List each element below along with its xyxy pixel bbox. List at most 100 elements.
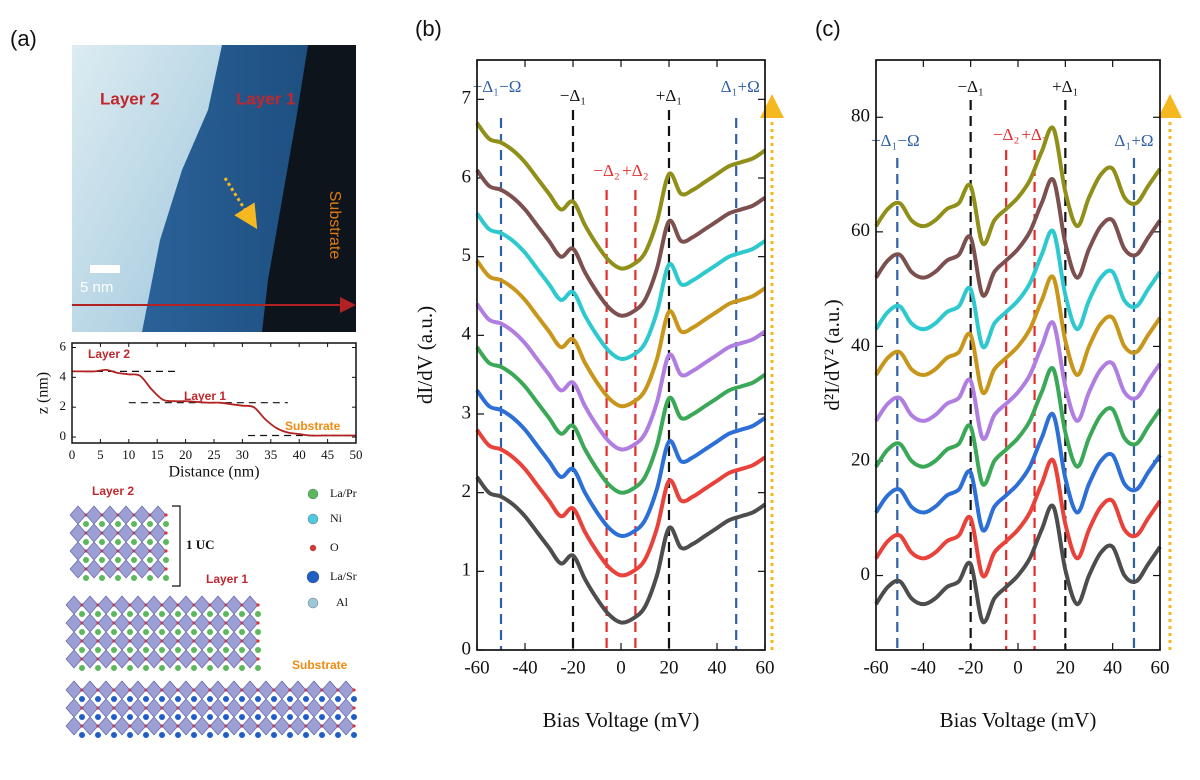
stm-label: Layer 1 [236,89,296,108]
octahedron [161,680,179,700]
octahedron [133,559,151,579]
atom-la-pr [83,539,89,545]
atom-la-pr [83,521,89,527]
octahedron [65,613,83,633]
octahedron [145,631,163,651]
legend-swatch [307,597,319,609]
octahedron [149,541,167,561]
atom-la-pr [131,539,137,545]
octahedron [193,680,211,700]
atom-la-pr [127,647,133,653]
series-line [475,168,767,318]
atom-la-sr [159,732,165,738]
octahedron [161,631,179,651]
octahedron [161,716,179,736]
marker-label: +Δ₂ [1021,125,1047,144]
stm-label: Substrate [326,191,343,260]
octahedron [145,649,163,669]
atom-la-sr [223,714,229,720]
x-tick-label: 10 [122,447,135,462]
atom-la-sr [351,714,357,720]
atom-la-sr [143,696,149,702]
atom-la-sr [239,714,245,720]
marker-label: −Δ₂ [593,161,619,180]
octahedron [65,698,83,718]
octahedron [117,559,135,579]
atom-la-sr [175,696,181,702]
series-line [475,121,767,271]
x-axis-label: Bias Voltage (mV) [543,708,700,732]
octahedron [113,716,131,736]
octahedron [225,680,243,700]
y-tick-label: 0 [861,564,871,585]
atom-la-sr [303,714,309,720]
atom-o [352,688,356,692]
octahedron [289,716,307,736]
octahedron [129,716,147,736]
atom-la-pr [79,665,85,671]
octahedron [305,716,323,736]
y-axis-label: dI/dV (a.u.) [413,306,437,404]
octahedron [177,631,195,651]
octahedron [209,613,227,633]
octahedron [65,631,83,651]
octahedron [97,649,115,669]
atom-la-sr [335,714,341,720]
atom-la-pr [147,557,153,563]
octahedron [257,716,275,736]
atom-o [164,513,168,517]
y-tick-label: 0 [462,638,472,659]
octahedron [241,595,259,615]
atom-la-pr [111,629,117,635]
series-line [874,274,1162,396]
octahedron [133,541,151,561]
atom-la-pr [115,557,121,563]
octahedron [193,613,211,633]
octahedron [97,698,115,718]
x-tick-label: 15 [151,447,164,462]
legend-label: La/Pr [330,486,357,500]
octahedron [69,559,87,579]
annotation: Substrate [285,419,341,433]
atom-la-sr [319,714,325,720]
octahedron [101,559,119,579]
atom-la-pr [147,575,153,581]
octahedron [305,698,323,718]
atom-la-sr [175,732,181,738]
series-line [475,302,767,452]
marker-label: Δ₁+Ω [1114,131,1153,150]
atom-la-pr [115,575,121,581]
octahedron [113,631,131,651]
structure-label: Layer 2 [92,484,134,498]
atom-la-pr [223,629,229,635]
series-line [874,125,1162,247]
atom-la-sr [223,696,229,702]
atom-la-pr [99,575,105,581]
octahedron [117,505,135,525]
x-tick-label: 0 [616,657,626,678]
atom-la-pr [175,665,181,671]
octahedron [241,680,259,700]
octahedron [305,680,323,700]
atom-la-pr [163,521,169,527]
octahedron [69,541,87,561]
octahedron [65,595,83,615]
x-tick-label: 30 [236,447,249,462]
atom-la-sr [303,732,309,738]
atom-la-sr [271,696,277,702]
octahedron [149,523,167,543]
atom-la-pr [147,539,153,545]
marker-label: −Δ₁ [560,86,586,105]
series-line [874,503,1162,625]
unit-cell-bracket [172,505,181,587]
x-tick-label: -40 [512,657,537,678]
octahedron [289,680,307,700]
atom-la-sr [287,732,293,738]
atom-la-sr [143,732,149,738]
atom-la-pr [163,557,169,563]
x-tick-label: -40 [911,657,936,678]
x-tick-label: 40 [293,447,306,462]
marker-label: −Δ₁−Ω [473,77,522,96]
x-tick-label: 20 [179,447,192,462]
